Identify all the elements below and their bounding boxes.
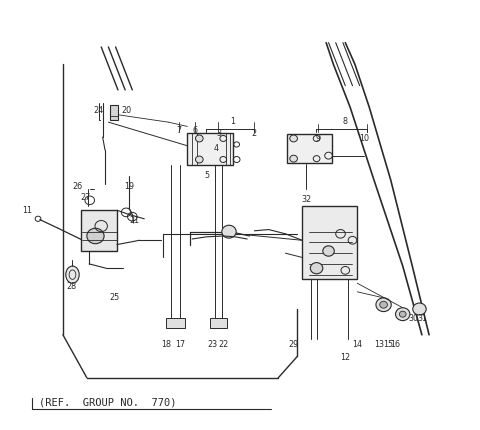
Circle shape [399,311,406,317]
Bar [110,106,119,121]
Text: 3: 3 [216,129,221,138]
Text: 25: 25 [109,292,119,301]
Circle shape [222,226,236,239]
Text: 30: 30 [408,313,418,322]
Text: 31: 31 [418,313,428,322]
Circle shape [311,263,323,274]
Text: 23: 23 [207,339,217,348]
Text: 13: 13 [374,339,384,348]
Text: 28: 28 [66,281,77,290]
Circle shape [87,229,104,244]
Circle shape [380,301,387,308]
Text: 10: 10 [360,133,370,142]
Text: 27: 27 [81,192,91,201]
Circle shape [195,136,203,143]
Text: 20: 20 [121,105,132,114]
Circle shape [396,308,410,321]
Text: (REF.  GROUP NO.  770): (REF. GROUP NO. 770) [39,397,177,407]
Bar [302,206,357,280]
Text: 5: 5 [204,171,209,180]
Circle shape [323,246,334,257]
Text: 14: 14 [352,339,362,348]
Text: 29: 29 [288,339,299,348]
Circle shape [376,298,391,312]
Text: 2: 2 [252,129,257,138]
Text: 18: 18 [161,339,171,348]
Circle shape [413,303,426,315]
Text: 17: 17 [175,339,185,348]
Bar [210,318,227,329]
Text: 24: 24 [94,105,104,114]
Text: 32: 32 [301,194,311,203]
Bar [287,135,332,163]
Circle shape [290,136,298,143]
Text: 21: 21 [130,216,140,224]
Circle shape [195,157,203,163]
Bar [166,318,185,329]
Text: 11: 11 [22,206,32,214]
Circle shape [290,156,298,163]
Text: 8: 8 [343,117,348,126]
Bar [187,134,233,166]
Text: 12: 12 [340,352,350,361]
Text: 19: 19 [124,181,134,190]
Text: 9: 9 [315,133,321,142]
Text: 6: 6 [193,126,198,135]
Text: 16: 16 [391,339,400,348]
Text: 22: 22 [218,339,228,348]
Text: 7: 7 [176,126,181,135]
Text: 1: 1 [230,117,235,126]
Bar [81,211,117,252]
Ellipse shape [66,267,79,283]
Text: 4: 4 [214,144,218,153]
Text: 15: 15 [384,339,394,348]
Text: 26: 26 [72,181,83,190]
